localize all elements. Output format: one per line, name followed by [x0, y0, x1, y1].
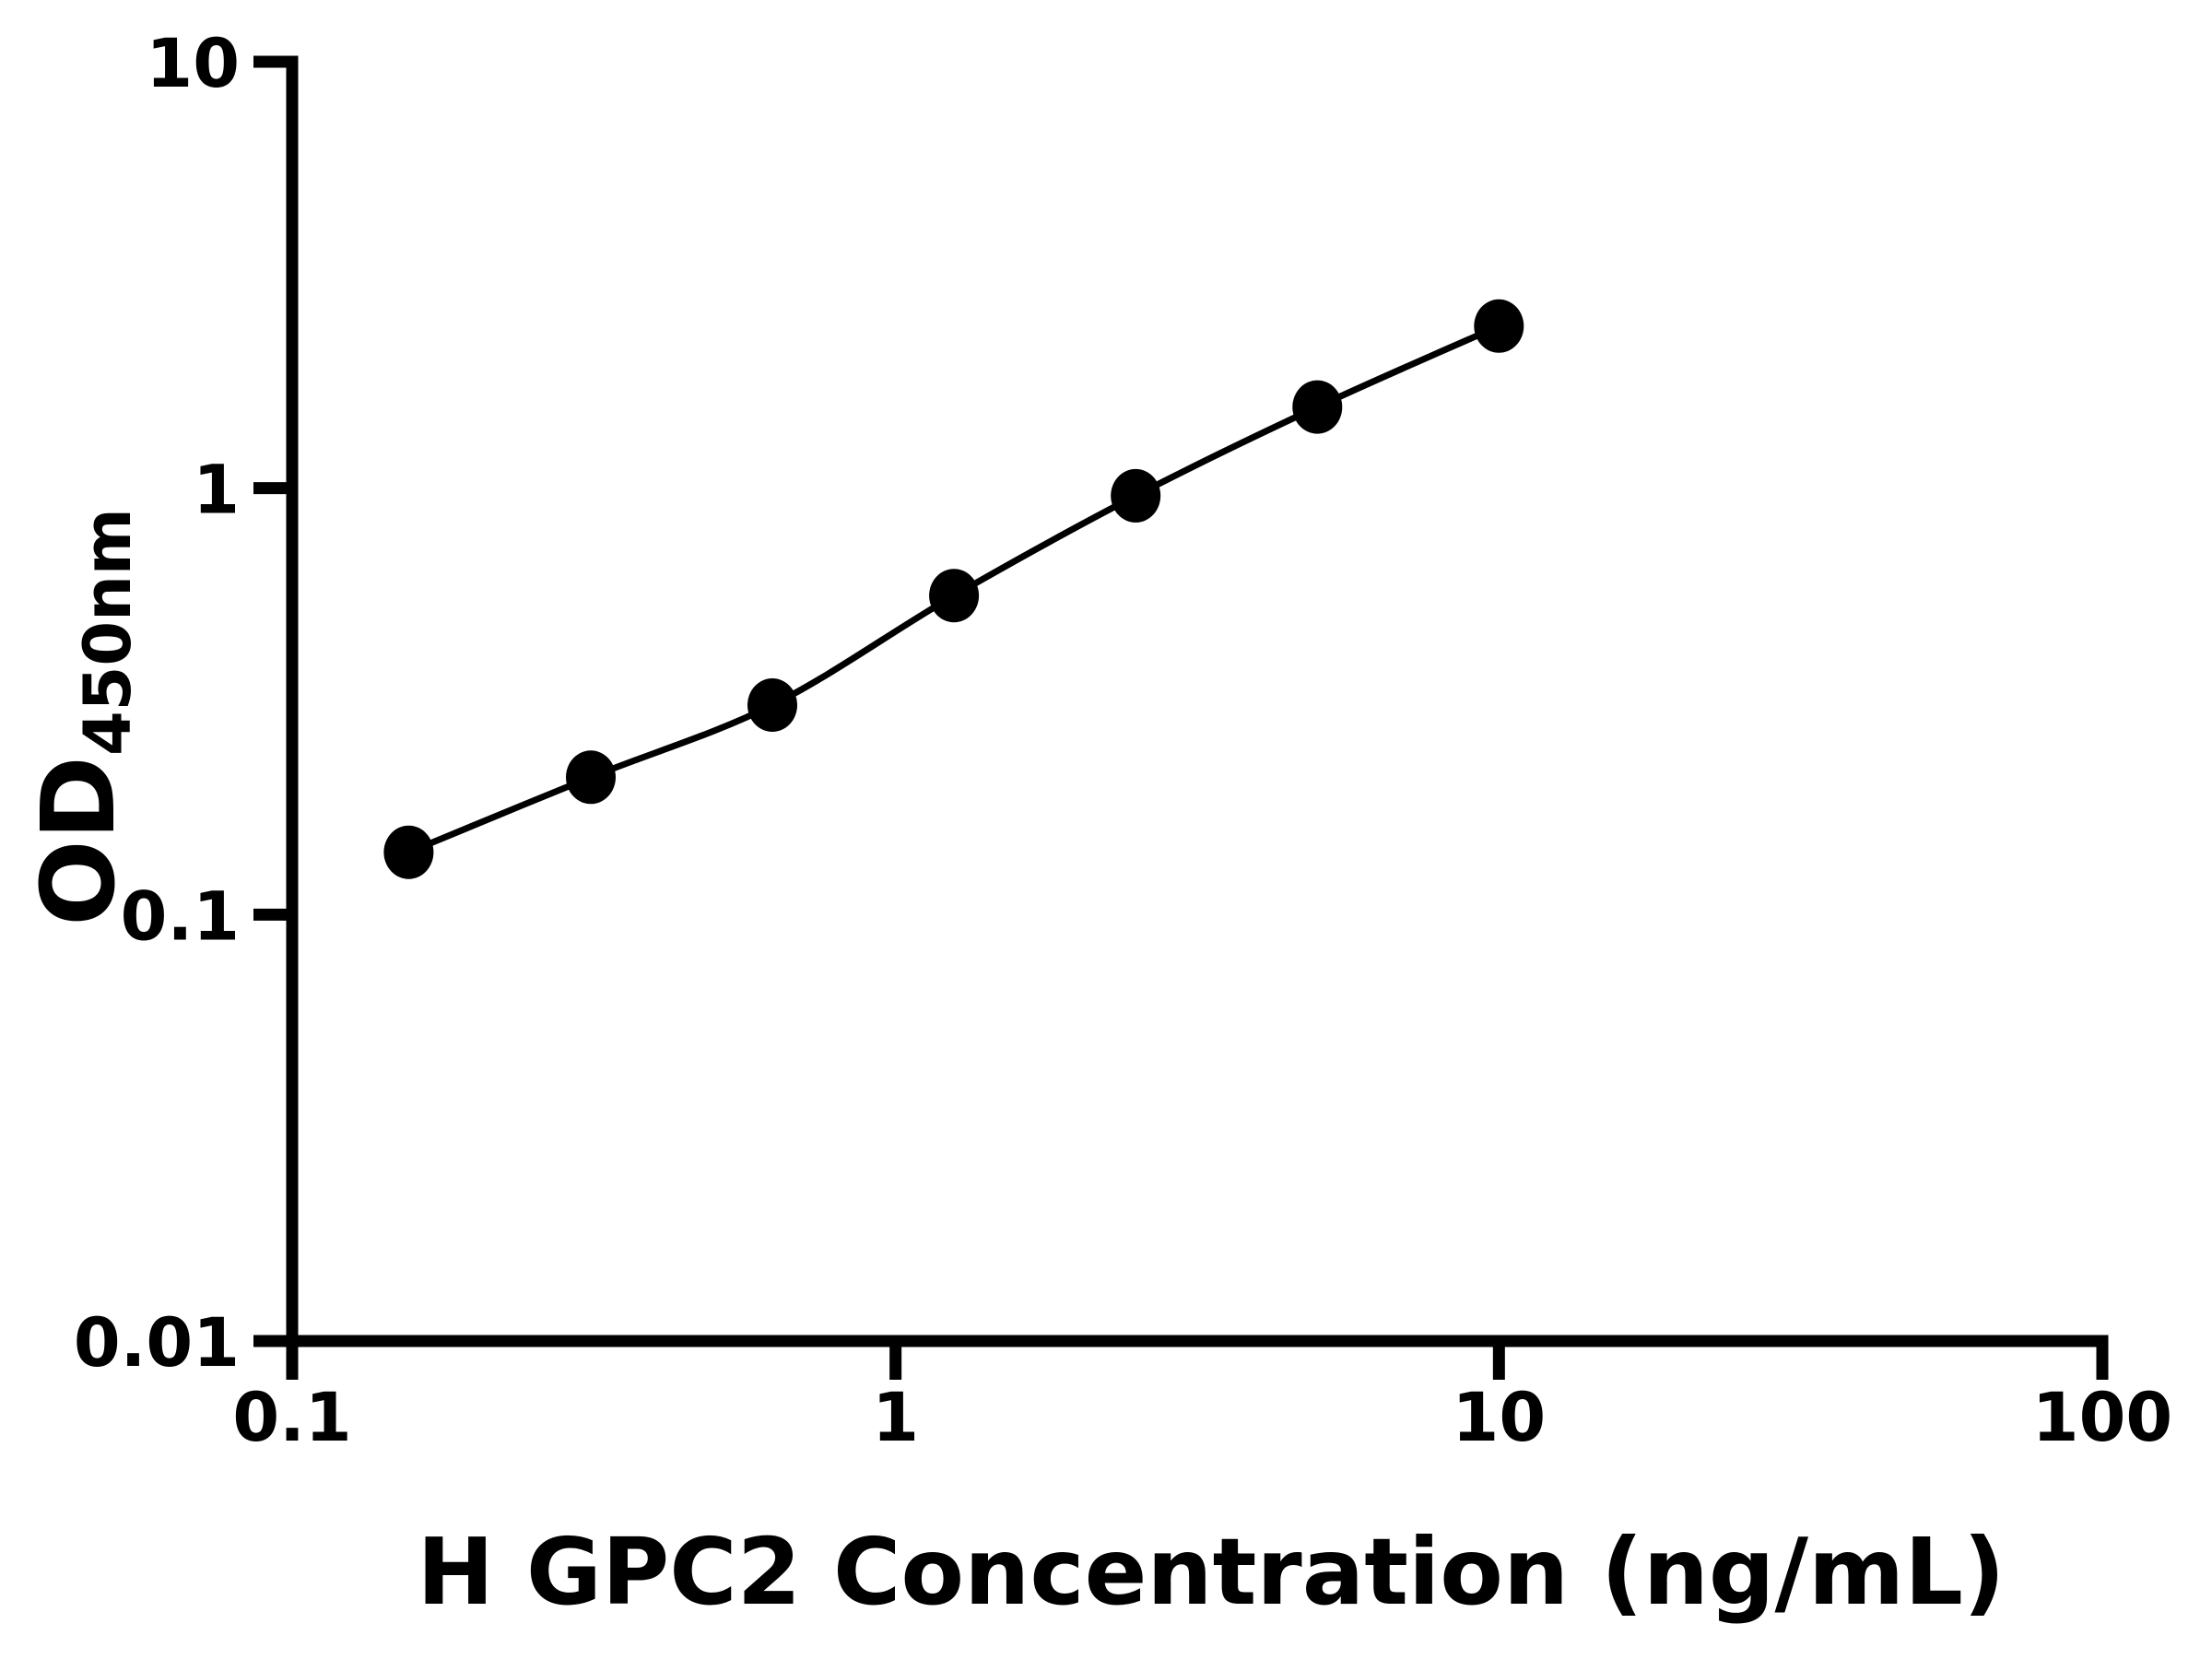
- y-tick-label: 0.1: [121, 877, 240, 956]
- y-axis-title-main: OD: [19, 756, 137, 926]
- data-point-marker: [383, 825, 434, 879]
- data-point-marker: [566, 750, 616, 805]
- data-point-marker: [1474, 299, 1524, 353]
- y-tick-label: 0.01: [74, 1304, 240, 1382]
- data-point-marker: [747, 678, 797, 732]
- data-point-marker: [1111, 468, 1161, 523]
- x-axis-title: H GPC2 Concentration (ng/mL): [417, 1518, 2005, 1626]
- axes-frame: [286, 55, 2109, 1347]
- y-axis-title-subscript: 450nm: [70, 508, 146, 756]
- y-axis-title: OD450nm: [19, 508, 146, 926]
- data-point-marker: [1292, 380, 1343, 434]
- data-point-marker: [929, 569, 980, 623]
- x-tick-label: 100: [2032, 1379, 2172, 1457]
- x-tick-label: 1: [872, 1379, 919, 1457]
- x-tick-label: 0.1: [232, 1379, 351, 1457]
- y-tick-label: 1: [193, 452, 240, 530]
- y-tick-label: 10: [146, 25, 240, 103]
- x-tick-label: 10: [1453, 1379, 1547, 1457]
